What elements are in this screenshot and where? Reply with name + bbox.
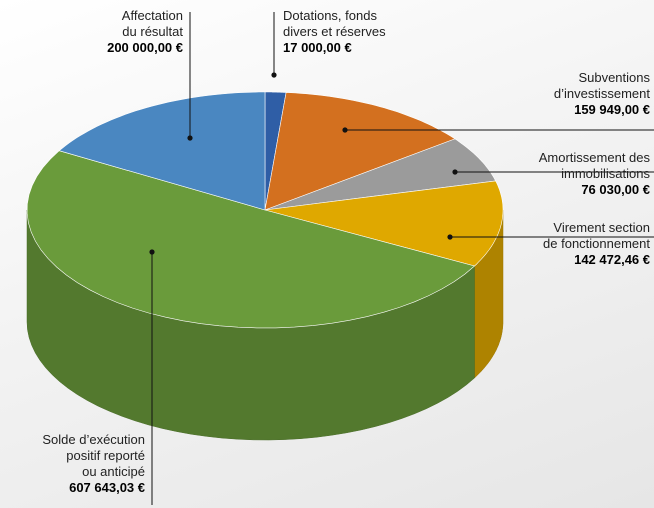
category-name: Affectation du résultat	[121, 8, 183, 39]
slice-label: Subventions d’investissement 159 949,00 €	[554, 70, 650, 118]
value-label: 17 000,00 €	[283, 40, 352, 55]
value-label: 159 949,00 €	[574, 102, 650, 117]
slice-label: Amortissement des immobilisations 76 030,…	[539, 150, 650, 198]
category-name: Subventions d’investissement	[553, 70, 650, 101]
slice	[264, 138, 497, 211]
leader-dot	[149, 249, 155, 255]
slice	[264, 180, 504, 267]
slice-label: Dotations, fonds divers et réserves 17 00…	[283, 8, 386, 56]
leader-dot	[452, 169, 458, 175]
slice-label: Solde d’exécution positif reporté ou ant…	[42, 432, 145, 496]
category-name: Dotations, fonds divers et réserves	[283, 8, 386, 39]
value-label: 142 472,46 €	[574, 252, 650, 267]
category-name: Virement section de fonctionnement	[543, 220, 650, 251]
leader-dot	[342, 127, 348, 133]
value-label: 607 643,03 €	[69, 480, 145, 495]
category-name: Amortissement des immobilisations	[538, 150, 650, 181]
slice-label: Virement section de fonctionnement 142 47…	[543, 220, 650, 268]
slice	[26, 150, 476, 329]
slice	[58, 91, 266, 211]
leader-dot	[447, 234, 453, 240]
slice	[264, 92, 456, 211]
leader-dot	[187, 135, 193, 141]
leader-dot	[271, 72, 277, 78]
category-name: Solde d’exécution positif reporté ou ant…	[42, 432, 145, 479]
value-label: 200 000,00 €	[107, 40, 183, 55]
value-label: 76 030,00 €	[581, 182, 650, 197]
slice-label: Affectation du résultat 200 000,00 €	[107, 8, 183, 56]
